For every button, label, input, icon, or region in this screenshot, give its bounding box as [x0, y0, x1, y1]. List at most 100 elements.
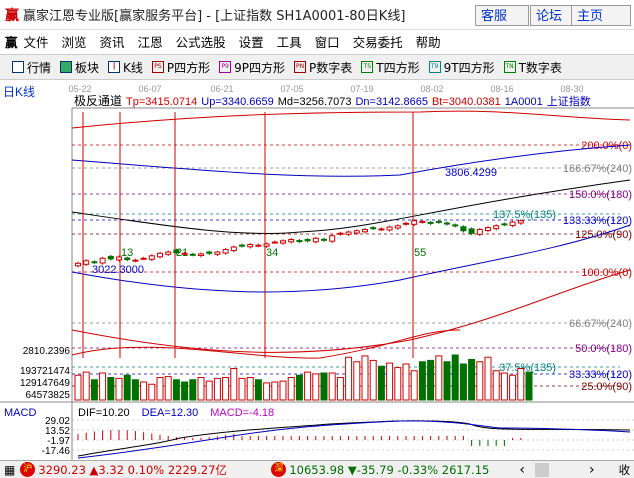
- candle: [435, 220, 442, 223]
- menu-gann[interactable]: 江恩: [137, 34, 163, 50]
- volume-bar: [205, 380, 213, 401]
- candle: [99, 257, 106, 264]
- volume-bar: [246, 377, 254, 401]
- toolbar-7-button[interactable]: T9 9T四方形: [428, 59, 495, 76]
- candle: [255, 244, 262, 247]
- volume-bar: [394, 367, 402, 401]
- volume-bar: [123, 374, 131, 401]
- volume-bar: [254, 379, 262, 401]
- candle: [444, 222, 450, 225]
- t9-icon: T9: [428, 61, 441, 73]
- candle: [271, 241, 278, 244]
- ts-icon: TS: [361, 61, 374, 73]
- candle: [214, 251, 221, 255]
- candle: [280, 240, 286, 244]
- channel-curve: [71, 224, 631, 293]
- lower-curve: [71, 329, 461, 359]
- ps-icon: PS: [151, 61, 164, 73]
- candle: [452, 224, 459, 227]
- volume-bar: [451, 354, 459, 401]
- scroll-thumb[interactable]: [534, 462, 549, 477]
- candle: [288, 239, 295, 243]
- vol-level-label: 37.5%(135): [499, 362, 556, 374]
- calculator-icon[interactable]: ▦: [4, 462, 16, 477]
- dif-line: [77, 420, 631, 457]
- volume-bar: [418, 361, 426, 401]
- menu-tools[interactable]: 工具: [276, 34, 302, 50]
- fib-count-label: 34: [266, 247, 278, 259]
- date-tick: 07-05: [280, 84, 303, 94]
- toolbar-2-button[interactable]: ┃ K线: [108, 59, 143, 76]
- candlestick-icon: ┃: [108, 61, 121, 73]
- candle: [189, 253, 196, 256]
- md-value: Md=3256.7073: [278, 96, 352, 108]
- toolbar-3-button[interactable]: PS P四方形: [151, 59, 210, 76]
- menu-formula[interactable]: 公式选股: [175, 34, 226, 50]
- volume-bar: [525, 371, 533, 401]
- customer-service-button[interactable]: 客服: [475, 5, 529, 26]
- shanghai-index[interactable]: 3290.23 ▲3.32 0.10% 2229.27亿: [38, 462, 227, 477]
- menu-bar: 赢 文件 浏览 资讯 江恩 公式选股 设置 工具 窗口 交易委托 帮助: [0, 30, 634, 52]
- candle: [485, 227, 491, 232]
- volume-bar: [295, 374, 303, 401]
- shenzhen-index[interactable]: 10653.98 ▼-35.79 -0.33% 2617.15: [289, 462, 490, 477]
- candle: [468, 228, 475, 234]
- menu-window[interactable]: 窗口: [314, 34, 340, 50]
- volume-bar: [99, 372, 107, 401]
- price-axis-label: 2810.2396: [23, 346, 71, 357]
- quote-table-icon: [12, 61, 24, 73]
- toolbar-1-button[interactable]: 板块: [60, 59, 99, 76]
- volume-bar: [304, 371, 312, 401]
- shenzhen-badge: 深: [271, 462, 287, 477]
- candle: [198, 253, 204, 257]
- toolbar-6-button[interactable]: TS T四方形: [361, 59, 420, 76]
- menu-settings[interactable]: 设置: [238, 34, 264, 50]
- volume-bar: [476, 361, 484, 401]
- menu-info[interactable]: 资讯: [99, 34, 125, 50]
- volume-bar: [509, 374, 517, 401]
- menu-file[interactable]: 文件: [23, 34, 49, 50]
- candle: [75, 262, 81, 267]
- scroll-right-button[interactable]: ›: [588, 461, 595, 478]
- dea-line: [77, 420, 631, 459]
- candle: [403, 222, 409, 225]
- fib-count-label: 13: [121, 247, 133, 259]
- scroll-left-button[interactable]: ‹: [519, 461, 525, 478]
- date-tick: 08-30: [560, 84, 583, 94]
- volume-bar: [287, 377, 295, 401]
- date-tick: 06-07: [138, 84, 161, 94]
- dn-value: Dn=3142.8665: [355, 96, 427, 108]
- toolbar-label: 9P四方形: [234, 60, 286, 75]
- volume-bar: [82, 371, 90, 401]
- volume-bar: [435, 355, 443, 401]
- level-label: 66.67%(240): [569, 318, 632, 330]
- collect-button[interactable]: 收: [618, 462, 631, 477]
- volume-bar: [148, 383, 156, 401]
- candle: [337, 232, 344, 235]
- volume-bar: [197, 377, 205, 401]
- bt-value: Bt=3040.0381: [432, 96, 501, 108]
- channel-curve: [71, 144, 631, 177]
- menu-browse[interactable]: 浏览: [61, 34, 87, 50]
- level-label: 150.0%(180): [569, 189, 632, 201]
- macd-axis-label: 29.02: [45, 416, 70, 427]
- volume-bar: [164, 376, 172, 401]
- sector-grid-icon: [60, 61, 73, 73]
- level-label: 137.5%(135): [493, 209, 556, 221]
- forum-button[interactable]: 论坛: [530, 5, 584, 26]
- home-button[interactable]: 主页: [571, 5, 631, 26]
- volume-bar: [517, 368, 525, 401]
- menu-help[interactable]: 帮助: [415, 34, 441, 50]
- toolbar-4-button[interactable]: P9 9P四方形: [219, 59, 285, 76]
- candle: [321, 238, 327, 241]
- volume-bar: [377, 365, 385, 401]
- volume-bar: [74, 374, 82, 401]
- volume-bar: [312, 373, 320, 401]
- toolbar-0-button[interactable]: 行情: [12, 59, 51, 76]
- menu-trade[interactable]: 交易委托: [352, 34, 403, 50]
- kline-chart[interactable]: 日K线 05-22 06-07 06-21 07-05 07-19 08-02 08-16 08…: [0, 80, 634, 460]
- toolbar-8-button[interactable]: TN T数字表: [503, 59, 562, 76]
- candle: [181, 252, 188, 255]
- volume-bar: [443, 361, 451, 401]
- toolbar-5-button[interactable]: PN P数字表: [294, 59, 352, 76]
